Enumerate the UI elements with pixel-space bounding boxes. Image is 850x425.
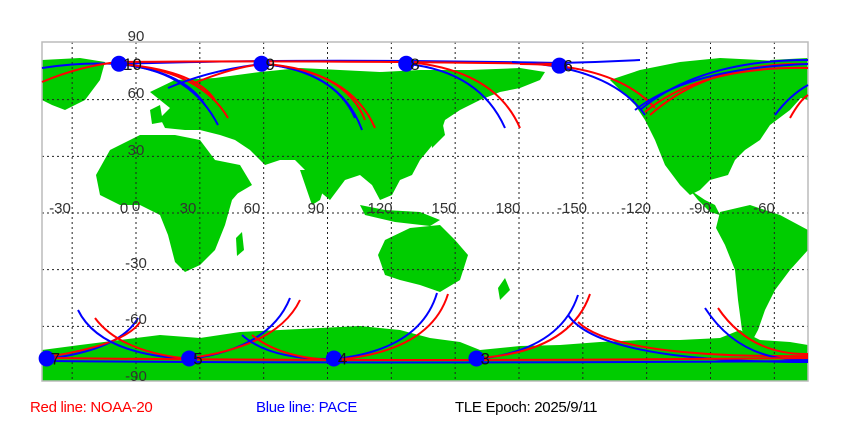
pass-marker-5 [181, 350, 198, 367]
noaa-20-track [477, 293, 591, 359]
pass-marker-10 [110, 55, 127, 72]
pass-marker-4 [325, 350, 342, 367]
pass-marker-3 [468, 350, 485, 367]
lon-label: -120 [621, 200, 651, 217]
noaa-20-track [45, 357, 809, 361]
lon-label: 180 [495, 200, 520, 217]
ground-tracks [41, 59, 809, 364]
land-japan [430, 110, 445, 148]
lon-label: -150 [557, 200, 587, 217]
pass-marker-7 [38, 350, 55, 367]
noaa-20-track [45, 321, 141, 358]
noaa-20-track [717, 307, 809, 356]
land-masses [42, 58, 808, 381]
noaa-20-track [264, 63, 366, 121]
noaa-20-track [94, 317, 191, 360]
legend-blue-line: Blue line: PACE [256, 399, 358, 416]
lat-label: 30 [128, 142, 145, 159]
pass-number-label: 5 [193, 349, 202, 368]
noaa-20-track [333, 293, 449, 361]
pace-track [774, 84, 809, 116]
lon-label: 30 [180, 200, 197, 217]
pass-marker-9 [253, 55, 270, 72]
lat-label: 60 [128, 85, 145, 102]
land-greenland_l [42, 58, 105, 110]
land-arabia [215, 160, 252, 195]
land-indonesia [360, 205, 440, 226]
land-madagascar [236, 232, 244, 256]
noaa-20-track [189, 299, 301, 359]
noaa-20-track [41, 60, 561, 83]
legend-red-line: Red line: NOAA-20 [30, 399, 153, 416]
noaa-20-track [789, 94, 809, 119]
pace-track [407, 63, 506, 129]
tle-epoch: TLE Epoch: 2025/9/11 [455, 399, 598, 416]
lat-label: 90 [128, 28, 145, 45]
lon-label: 120 [367, 200, 392, 217]
lon-label: -30 [49, 200, 71, 217]
axis-labels: 90 60 30 0 -30 -60 -90 -30 0 30 60 90 120 150 180 -150 -… [49, 28, 775, 385]
lon-label: 0 [120, 200, 128, 217]
land-nz [498, 278, 510, 300]
lat-label: -30 [125, 255, 147, 272]
lon-label: 150 [431, 200, 456, 217]
pass-marker-8 [398, 55, 415, 72]
lon-label: 60 [244, 200, 261, 217]
pass-number-label: 8 [410, 55, 419, 74]
lon-label: -60 [753, 200, 775, 217]
lat-label: -60 [125, 311, 147, 328]
pass-markers: 10 9 8 6 7 5 4 3 [38, 55, 573, 368]
pace-track [45, 360, 809, 364]
noaa-20-track [407, 61, 521, 129]
pass-number-label: 6 [563, 57, 572, 76]
land-australia [378, 225, 468, 292]
pace-track [333, 292, 438, 360]
lat-label: -90 [125, 368, 147, 385]
pass-number-label: 3 [480, 349, 489, 368]
land-india [300, 170, 330, 205]
pace-track [704, 307, 809, 362]
pass-number-label: 4 [338, 349, 347, 368]
land-namerica [610, 58, 808, 195]
land-africa [96, 135, 245, 272]
land-antarctica [42, 326, 808, 381]
pace-track [634, 63, 809, 111]
noaa-20-track [644, 66, 809, 113]
pass-number-label: 10 [123, 55, 142, 74]
land-eurasia [150, 68, 545, 200]
noaa-20-track [119, 63, 216, 101]
lon-label: -90 [689, 200, 711, 217]
pass-marker-6 [551, 57, 568, 74]
map-frame [41, 41, 809, 382]
land-britain [150, 105, 163, 124]
pace-track [77, 309, 191, 360]
lon-label: 90 [308, 200, 325, 217]
pass-number-label: 9 [266, 55, 275, 74]
noaa-20-track [577, 321, 809, 358]
pace-track [639, 59, 809, 111]
pass-number-label: 7 [51, 349, 60, 368]
land-samerica [716, 205, 808, 345]
land-centralam [690, 190, 720, 215]
lat-label: 0 [132, 198, 140, 215]
noaa-20-track [519, 63, 656, 109]
